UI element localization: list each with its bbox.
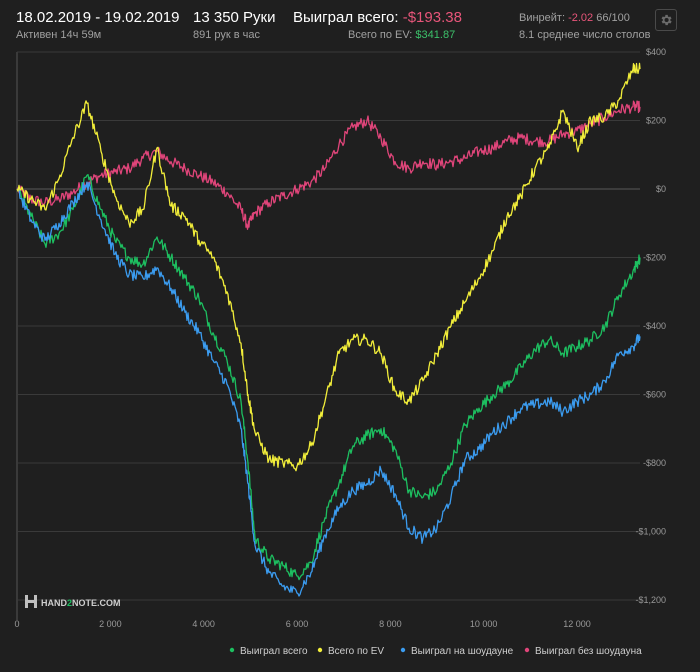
legend-label-ev: Всего по EV bbox=[328, 646, 384, 657]
x-tick-label: 10 000 bbox=[470, 619, 498, 629]
brand-text-c: NOTE.COM bbox=[72, 598, 121, 608]
won-total-label: Выиграл всего: bbox=[293, 9, 399, 26]
x-tick-label: 2 000 bbox=[99, 619, 122, 629]
x-tick-label: 4 000 bbox=[192, 619, 215, 629]
y-tick-label: -$1,200 bbox=[635, 595, 666, 605]
series-line-0 bbox=[16, 173, 641, 581]
hands-per-hour: 891 рук в час bbox=[193, 29, 261, 41]
won-total: Выиграл всего: -$193.38 bbox=[293, 9, 462, 26]
y-tick-label: -$600 bbox=[643, 390, 666, 400]
won-total-value: -$193.38 bbox=[402, 9, 462, 26]
series-line-1 bbox=[16, 62, 641, 472]
winrate: Винрейт: -2.02 66/100 bbox=[519, 12, 630, 24]
x-axis-labels: 0 2 000 4 000 6 000 8 000 10 000 12 000 bbox=[14, 619, 590, 629]
legend-item-won[interactable]: Выиграл всего bbox=[229, 646, 308, 657]
y-tick-label: $400 bbox=[646, 47, 666, 57]
y-tick-label: $200 bbox=[646, 116, 666, 126]
hands-count: 13 350 Руки bbox=[193, 9, 276, 26]
brand-logo: HAND2NOTE.COM bbox=[25, 595, 121, 608]
winrate-label: Винрейт: bbox=[519, 12, 566, 24]
grid bbox=[16, 51, 640, 620]
svg-text:HAND2NOTE.COM: HAND2NOTE.COM bbox=[41, 598, 121, 608]
legend-label-showdown: Выиграл на шоудауне bbox=[411, 646, 514, 657]
legend-marker-ev bbox=[317, 647, 323, 653]
winrate-value: -2.02 bbox=[568, 12, 594, 24]
series-line-2 bbox=[16, 181, 641, 597]
legend-label-nonshowdown: Выиграл без шоудауна bbox=[535, 645, 642, 657]
gear-icon bbox=[661, 14, 672, 26]
y-tick-label: -$400 bbox=[643, 321, 666, 331]
x-tick-label: 0 bbox=[14, 619, 19, 629]
settings-button[interactable] bbox=[655, 9, 677, 31]
brand-text-a: HAND bbox=[41, 598, 67, 608]
legend-item-ev[interactable]: Всего по EV bbox=[317, 646, 385, 657]
ev-total-value: $341.87 bbox=[415, 29, 456, 41]
active-time: Активен 14ч 59м bbox=[16, 29, 102, 41]
legend-marker-showdown bbox=[400, 647, 406, 653]
legend-item-nonshowdown[interactable]: Выиграл без шоудауна bbox=[524, 645, 642, 657]
legend-label-won: Выиграл всего bbox=[240, 646, 308, 657]
legend-marker-nonshowdown bbox=[524, 647, 530, 653]
legend: Выиграл всего Всего по EV Выиграл на шоу… bbox=[229, 645, 642, 657]
y-tick-label: -$1,000 bbox=[635, 527, 666, 537]
y-tick-label: -$200 bbox=[643, 253, 666, 263]
y-tick-label: $0 bbox=[656, 184, 666, 194]
h2n-logo-icon bbox=[25, 595, 37, 608]
x-tick-label: 6 000 bbox=[286, 619, 309, 629]
legend-marker-won bbox=[229, 647, 235, 653]
legend-item-showdown[interactable]: Выиграл на шоудауне bbox=[400, 646, 514, 657]
series-lines bbox=[16, 62, 641, 597]
y-axis-labels: $400 $200 $0 -$200 -$400 -$600 -$800 -$1,000 -$1… bbox=[635, 47, 666, 605]
avg-tables: 8.1 среднее число столов bbox=[519, 29, 651, 41]
x-tick-label: 8 000 bbox=[379, 619, 402, 629]
date-range: 18.02.2019 - 19.02.2019 bbox=[16, 9, 180, 26]
ev-total-label: Всего по EV: bbox=[348, 29, 413, 41]
winrate-unit: 66/100 bbox=[596, 12, 630, 24]
x-tick-label: 12 000 bbox=[563, 619, 591, 629]
y-tick-label: -$800 bbox=[643, 458, 666, 468]
ev-total: Всего по EV: $341.87 bbox=[348, 29, 455, 41]
series-line-3 bbox=[16, 100, 641, 230]
brand-text-b: 2 bbox=[67, 598, 72, 608]
